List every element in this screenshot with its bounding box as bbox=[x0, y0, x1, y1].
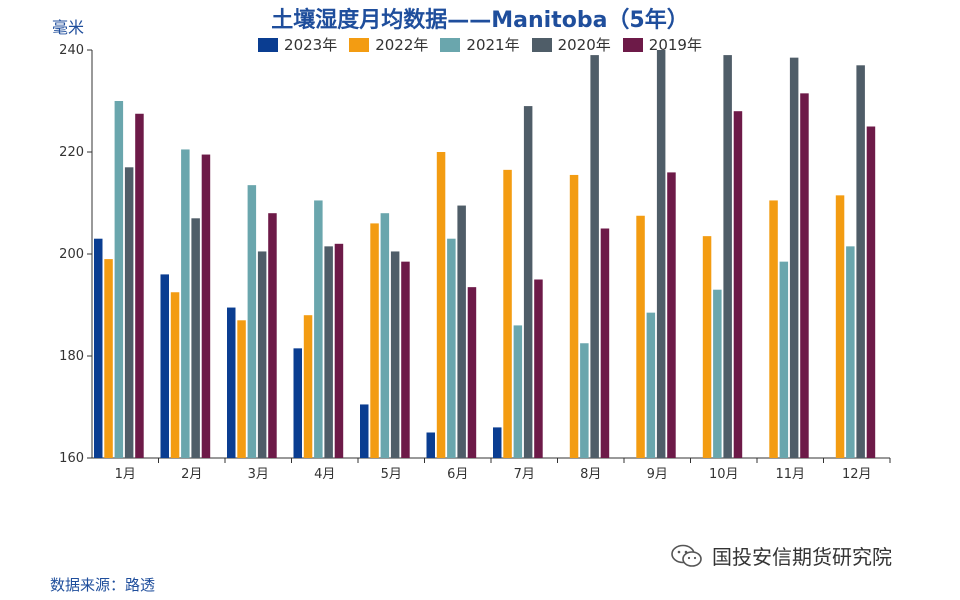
bar bbox=[503, 169, 512, 458]
x-tick-label: 10月 bbox=[709, 467, 739, 482]
bar bbox=[866, 126, 876, 458]
bar bbox=[656, 50, 666, 458]
bar bbox=[181, 149, 190, 458]
bar bbox=[646, 312, 656, 458]
bar bbox=[135, 113, 144, 458]
bar bbox=[390, 251, 400, 458]
x-tick-label: 1月 bbox=[115, 467, 136, 482]
y-tick-label: 160 bbox=[59, 451, 84, 466]
y-tick-label: 180 bbox=[59, 349, 84, 364]
legend-item: 2019年 bbox=[622, 34, 702, 55]
legend-item: 2020年 bbox=[531, 34, 611, 55]
bar bbox=[447, 238, 456, 458]
legend-label: 2022年 bbox=[375, 36, 429, 54]
bar bbox=[401, 261, 410, 458]
bar bbox=[324, 246, 333, 458]
brand-name: 国投安信期货研究院 bbox=[712, 545, 892, 569]
bar bbox=[124, 167, 134, 459]
legend-item: 2021年 bbox=[440, 34, 520, 55]
bar bbox=[201, 154, 211, 459]
x-tick-label: 11月 bbox=[775, 467, 805, 482]
bar bbox=[569, 174, 579, 458]
bar bbox=[835, 195, 845, 458]
brand-watermark: 国投安信期货研究院 bbox=[670, 541, 892, 570]
bar bbox=[191, 218, 200, 458]
legend-label: 2021年 bbox=[466, 36, 520, 54]
bar bbox=[237, 320, 246, 458]
x-tick-label: 4月 bbox=[314, 467, 335, 482]
bar bbox=[590, 55, 599, 458]
bar bbox=[702, 236, 712, 458]
legend-swatch bbox=[531, 37, 552, 52]
bar bbox=[268, 213, 277, 458]
chart-title: 土壤湿度月均数据——Manitoba（5年） bbox=[271, 8, 689, 33]
bar bbox=[667, 172, 676, 458]
legend-label: 2023年 bbox=[284, 36, 338, 54]
bar bbox=[457, 205, 466, 458]
y-axis-label: 毫米 bbox=[52, 18, 85, 37]
bar bbox=[636, 215, 645, 458]
legend-swatch bbox=[622, 37, 643, 52]
bar bbox=[303, 315, 313, 458]
bar bbox=[580, 343, 589, 458]
bar bbox=[846, 246, 855, 458]
wechat-icon bbox=[671, 544, 702, 567]
x-tick-label: 12月 bbox=[842, 467, 872, 482]
x-tick-label: 3月 bbox=[248, 467, 269, 482]
data-source: 数据来源：路透 bbox=[50, 576, 156, 594]
legend-item: 2023年 bbox=[258, 34, 337, 55]
bar bbox=[467, 287, 477, 458]
bar bbox=[789, 57, 799, 459]
bar bbox=[104, 259, 113, 458]
y-tick-label: 200 bbox=[59, 247, 84, 262]
bar bbox=[257, 251, 267, 458]
x-tick-label: 7月 bbox=[514, 467, 535, 482]
bar bbox=[426, 432, 435, 458]
bar bbox=[334, 243, 344, 458]
x-tick-label: 6月 bbox=[447, 467, 468, 482]
bar bbox=[733, 111, 743, 458]
x-tick-label: 2月 bbox=[181, 467, 202, 482]
x-tick-label: 8月 bbox=[580, 467, 601, 482]
bar bbox=[247, 185, 257, 458]
bar bbox=[94, 238, 103, 458]
bar bbox=[360, 404, 369, 458]
y-tick-label: 240 bbox=[59, 43, 84, 58]
bar bbox=[314, 200, 323, 458]
bar bbox=[513, 325, 523, 458]
bar bbox=[380, 213, 390, 458]
bar bbox=[493, 427, 502, 458]
legend-label: 2020年 bbox=[557, 36, 611, 54]
bar bbox=[370, 223, 379, 458]
bar bbox=[436, 152, 446, 458]
bar bbox=[723, 55, 732, 458]
bar bbox=[534, 279, 543, 458]
y-tick-label: 220 bbox=[59, 145, 84, 160]
legend-swatch bbox=[349, 37, 370, 52]
bar bbox=[114, 101, 124, 458]
bar bbox=[160, 274, 169, 458]
legend-label: 2019年 bbox=[648, 36, 702, 54]
bar bbox=[856, 65, 865, 459]
bar bbox=[523, 106, 533, 458]
x-tick-label: 9月 bbox=[647, 467, 668, 482]
legend-swatch bbox=[258, 37, 279, 52]
bar bbox=[600, 228, 610, 458]
bar bbox=[769, 200, 778, 458]
bar bbox=[779, 261, 789, 458]
bar bbox=[800, 93, 809, 458]
legend-item: 2022年 bbox=[349, 34, 428, 55]
bar bbox=[293, 348, 302, 458]
bar bbox=[170, 292, 180, 458]
x-tick-label: 5月 bbox=[381, 467, 402, 482]
bar bbox=[227, 307, 236, 458]
legend-swatch bbox=[440, 37, 461, 52]
bar bbox=[713, 289, 722, 458]
chart-legend: 2023年 2022年 2021年 2020年 2019年 bbox=[0, 34, 960, 55]
